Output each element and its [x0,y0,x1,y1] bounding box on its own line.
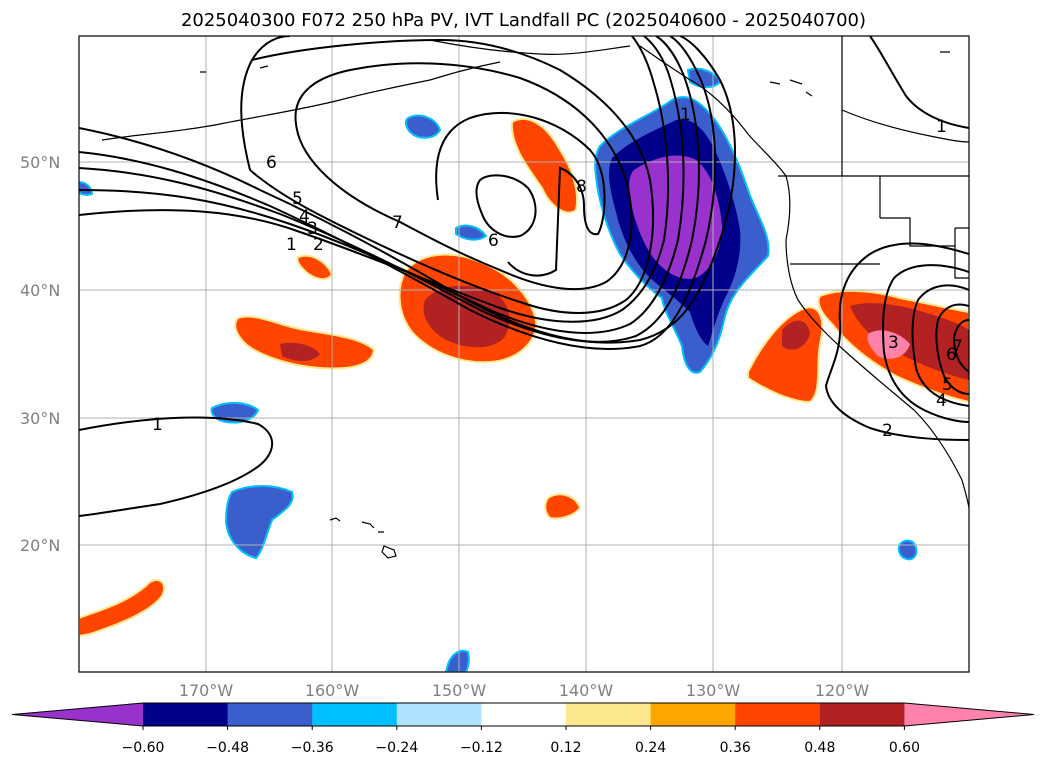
shade-pos-hawaii-ne [544,493,582,520]
shade-pos-socal-west-core [782,320,810,350]
map-title: 2025040300 F072 250 hPa PV, IVT Landfall… [180,10,867,31]
map-border [78,35,970,673]
colorbar-segment [735,703,821,726]
colorbar-tick-label: 0.36 [720,740,751,756]
pv-contour-6 [240,36,654,314]
shade-neg-mid [455,224,488,241]
pv-contour-5 [79,36,670,323]
pv-contour-7 [294,62,633,291]
colorbar-tick-label: −0.48 [206,740,249,756]
pv-contour-4 [79,36,685,334]
pv-label: 1 [152,415,163,435]
pv-label: 6 [266,153,277,173]
pv-label: 7 [952,337,963,357]
shade-pos-west [234,315,376,370]
shade-pos-ne-pacific [510,117,578,214]
lon-label: 120°W [815,681,870,700]
colorbar-segment [396,703,482,726]
pv-contour-1-se [824,242,969,441]
lon-label: 170°W [179,681,234,700]
longitude-labels: 170°W 160°W 150°W 140°W 130°W 120°W [179,681,870,700]
colorbar-tick-label: 0.60 [889,740,920,756]
lat-label: 20°N [20,536,60,555]
shade-pos-socal-max [867,330,910,359]
lat-label: 30°N [20,409,60,428]
colorbar-extend-min [12,703,143,726]
map-panel: 1 2 3 4 5 6 7 8 6 1 1 2 3 4 5 6 7 1 [79,36,969,672]
pv-contour-labels: 1 2 3 4 5 6 7 8 6 1 1 2 3 4 5 6 7 1 [152,105,963,441]
colorbar-tick-label: −0.60 [122,740,165,756]
shade-pos-far-west [79,578,166,638]
shade-neg-west-edge [79,180,94,196]
pv-label: 2 [313,235,324,255]
shade-neg-south [224,485,294,560]
shade-pos-small [296,254,334,280]
colorbar-segment [143,703,229,726]
colorbar-tick-label: −0.12 [460,740,503,756]
colorbar-tick-label: −0.36 [291,740,334,756]
colorbar: −0.60 −0.48 −0.36 −0.24 −0.12 0.12 0.24 0.36 0.4… [11,702,1035,756]
graticule [79,36,969,672]
colorbar-segment [819,703,905,726]
pv-contours [79,36,969,517]
pv-label: 1 [680,105,691,125]
shade-pos-west-core [280,342,320,361]
pv-label: 6 [946,345,957,365]
pv-contour-8 [435,111,606,277]
colorbar-segment [312,703,398,726]
pv-contour-5-se [952,319,969,373]
shade-neg-east [897,539,918,561]
pv-label: 3 [888,333,899,353]
pv-label: 5 [942,375,953,395]
colorbar-tick-label: 0.48 [804,740,835,756]
colorbar-tick-label: −0.24 [375,740,418,756]
pv-label: 4 [936,391,947,411]
pv-label: 1 [936,117,947,137]
colorbar-segment [227,703,313,726]
pv-contour-3-se [911,284,969,407]
pv-contour-3 [79,36,700,343]
ivt-positive-shading [79,117,969,638]
ivt-negative-shading [79,67,918,672]
pv-contour-1-ne [869,36,969,129]
pv-label: 5 [292,189,303,209]
latitude-labels: 50°N 40°N 30°N 20°N [20,153,60,555]
colorbar-tick-label: 0.24 [635,740,666,756]
lat-label: 50°N [20,153,60,172]
lon-label: 160°W [305,681,360,700]
shade-pos-central-core [423,285,510,348]
pv-contour-4-se [935,303,969,395]
colorbar-segment [566,703,652,726]
pv-label: 4 [299,207,310,227]
coastlines [101,36,969,559]
pv-label: 7 [392,213,403,233]
pv-label: 3 [307,219,318,239]
pv-contour-2-se [882,264,969,423]
lon-label: 130°W [686,681,741,700]
pv-contour-2 [79,36,717,350]
lat-label: 40°N [20,281,60,300]
pv-label: 6 [488,231,499,251]
colorbar-segment [650,703,736,726]
pv-contour-1-sw [79,416,274,517]
lon-label: 150°W [432,681,487,700]
pv-label: 2 [882,421,893,441]
pv-contour-6-inner [475,174,537,238]
lon-label: 140°W [559,681,614,700]
colorbar-tick-label: 0.12 [550,740,581,756]
shade-neg-bottom [444,649,470,672]
shade-neg-gulf [404,114,442,139]
colorbar-segment [481,703,567,726]
pv-label: 8 [576,177,587,197]
colorbar-extend-max [904,703,1034,726]
pv-label: 1 [286,235,297,255]
